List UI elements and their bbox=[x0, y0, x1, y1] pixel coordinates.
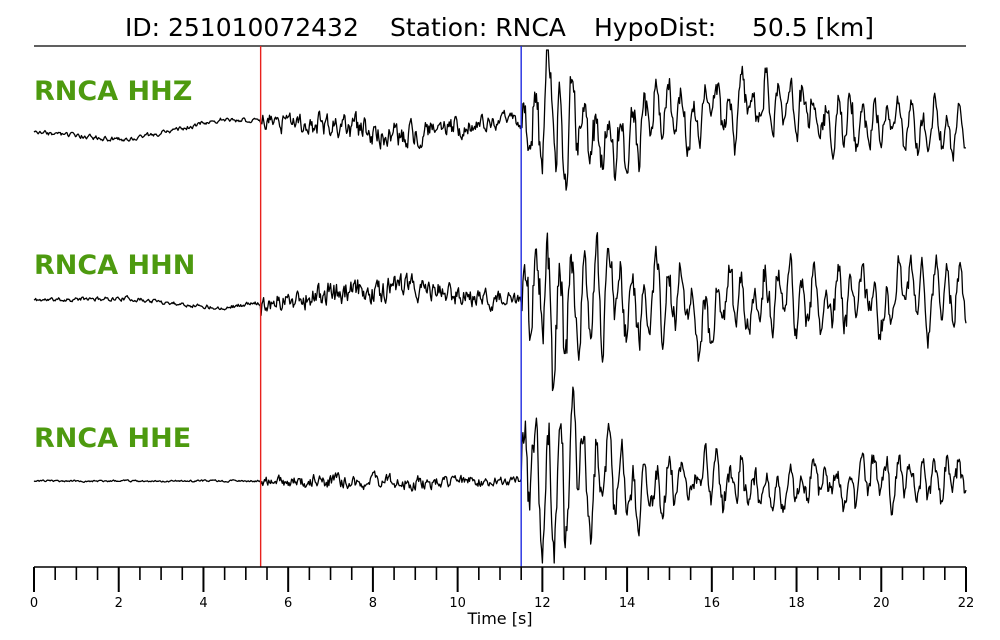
channel-label-hhz: RNCA HHZ bbox=[34, 76, 192, 107]
x-tick-label: 8 bbox=[369, 596, 377, 611]
x-tick-label: 20 bbox=[873, 596, 890, 611]
x-tick-label: 14 bbox=[619, 596, 636, 611]
x-tick-label: 18 bbox=[788, 596, 805, 611]
x-tick-label: 10 bbox=[449, 596, 466, 611]
x-tick-label: 2 bbox=[115, 596, 123, 611]
channel-label-hhe: RNCA HHE bbox=[34, 423, 191, 454]
x-axis-label: Time [s] bbox=[466, 609, 532, 628]
channel-label-hhn: RNCA HHN bbox=[34, 250, 195, 281]
waveform-rnca-hhz bbox=[33, 49, 966, 191]
x-tick-label: 4 bbox=[199, 596, 207, 611]
waveform-traces bbox=[33, 49, 967, 564]
x-tick-label: 16 bbox=[704, 596, 721, 611]
x-tick-label: 6 bbox=[284, 596, 292, 611]
x-tick-label: 22 bbox=[958, 596, 975, 611]
hypodist-value: 50.5 [km] bbox=[752, 13, 874, 42]
station-name: Station: RNCA bbox=[390, 13, 566, 42]
event-id: ID: 251010072432 bbox=[125, 13, 359, 42]
x-tick-label: 12 bbox=[534, 596, 551, 611]
hypodist-label: HypoDist: bbox=[594, 13, 716, 42]
x-tick-label: 0 bbox=[30, 596, 38, 611]
waveform-rnca-hhn bbox=[33, 232, 967, 392]
waveform-rnca-hhe bbox=[33, 386, 967, 564]
time-axis: 0 2 4 6 8 10 12 14 16 18 20 22 bbox=[30, 566, 975, 611]
